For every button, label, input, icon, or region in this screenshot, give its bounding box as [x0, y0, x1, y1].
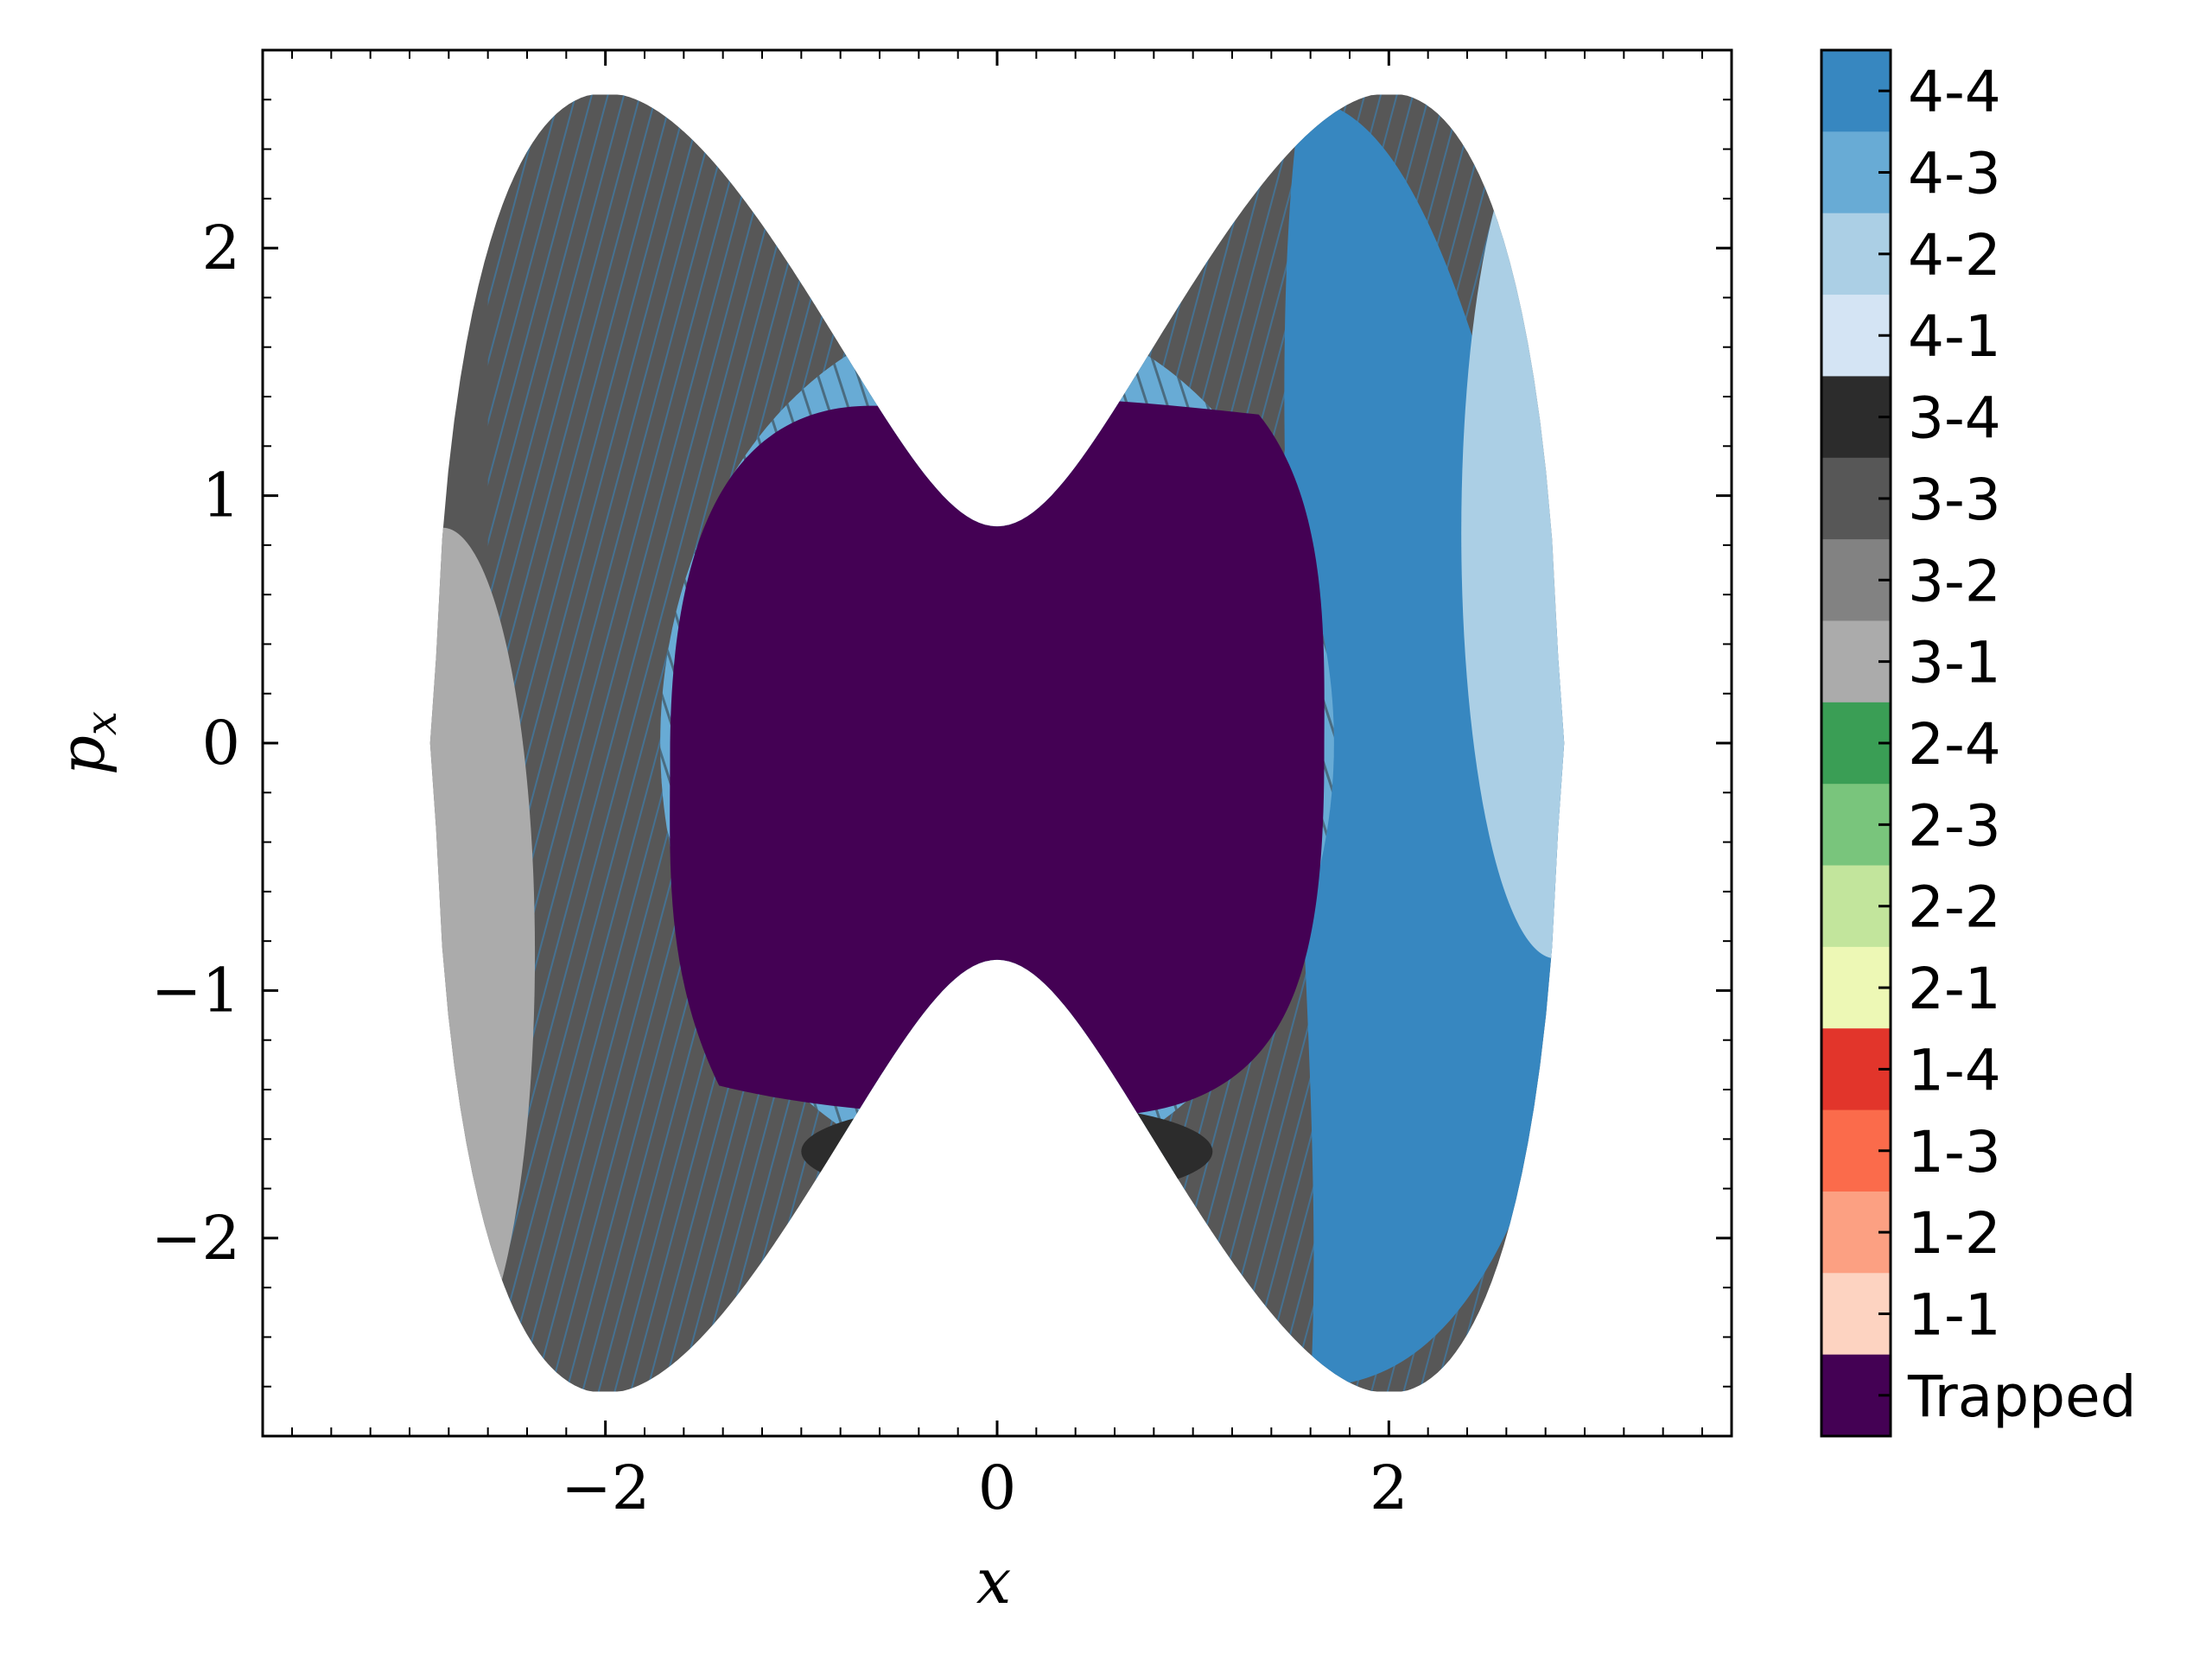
region-3-1-1 [393, 527, 536, 1380]
y-tick-label: 1 [201, 461, 240, 531]
region-4-4-4 [1284, 99, 1595, 1387]
colorbar-frame [1820, 48, 1892, 1438]
colorbar-label-1-1: 1-1 [1908, 1281, 2001, 1348]
colorbar-label-2-2: 2-2 [1908, 874, 2001, 941]
x-tick-label: 2 [1370, 1452, 1408, 1523]
region-3-4-7 [801, 198, 1213, 298]
region-1-3-2 [393, 149, 423, 521]
y-tick-label: 2 [201, 213, 240, 283]
colorbar-label-1-2: 1-2 [1908, 1200, 2001, 1267]
y-axis-label-base: p [46, 735, 118, 775]
basin-heatmap [393, 94, 1601, 1392]
y-tick-label: 0 [201, 708, 240, 779]
colorbar-label-4-1: 4-1 [1908, 303, 2001, 370]
plot-area [393, 94, 1601, 1392]
colorbar-legend: 4-4 4-3 4-2 4-1 3-4 3-3 3-2 3-1 2-4 2-3 2-2 2-1 1-4 1… [1820, 48, 2136, 1438]
y-tick-label: −1 [151, 955, 240, 1026]
colorbar-label-4-4: 4-4 [1908, 59, 2001, 125]
region-trapped-9 [670, 397, 1325, 1117]
y-tick-label: −2 [151, 1203, 240, 1274]
x-axis-label: x [976, 1545, 1012, 1618]
region-2-4-3 [1571, 965, 1601, 1313]
x-tick-label: −2 [561, 1452, 650, 1523]
colorbar-label-trapped: Trapped [1907, 1363, 2136, 1430]
colorbar-label-2-4: 2-4 [1908, 711, 2001, 778]
colorbar-label-1-3: 1-3 [1908, 1119, 2001, 1185]
y-axis-label-sub: x [76, 711, 126, 735]
y-axis-label: px [46, 711, 126, 775]
axes: −2 0 2 2 1 0 −1 −2 [151, 48, 1733, 1523]
colorbar-label-3-1: 3-1 [1908, 630, 2001, 696]
region-4-2-5 [1461, 106, 1601, 959]
colorbar-label-1-4: 1-4 [1908, 1037, 2001, 1103]
colorbar-label-3-2: 3-2 [1908, 548, 2001, 614]
colorbar-label-4-3: 4-3 [1908, 141, 2001, 207]
x-tick-label: 0 [978, 1452, 1017, 1523]
colorbar-label-2-1: 2-1 [1908, 956, 2001, 1022]
colorbar-label-4-2: 4-2 [1908, 222, 2001, 289]
colorbar-label-3-3: 3-3 [1908, 467, 2001, 533]
region-3-4-8 [801, 1102, 1213, 1201]
colorbar-label-3-4: 3-4 [1908, 385, 2001, 452]
colorbar-label-2-3: 2-3 [1908, 792, 2001, 859]
